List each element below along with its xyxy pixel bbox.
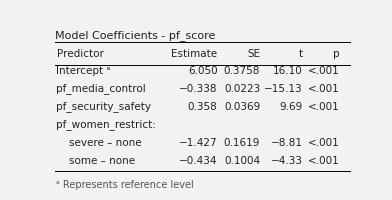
Text: pf_security_safety: pf_security_safety: [56, 101, 151, 112]
Text: −8.81: −8.81: [270, 137, 303, 147]
Text: 0.1619: 0.1619: [224, 137, 260, 147]
Text: <.001: <.001: [307, 83, 339, 93]
Text: <.001: <.001: [307, 155, 339, 165]
Text: SE: SE: [247, 49, 260, 59]
Text: −15.13: −15.13: [264, 83, 303, 93]
Text: 0.358: 0.358: [188, 101, 218, 111]
Text: 0.0223: 0.0223: [224, 83, 260, 93]
Text: p: p: [332, 49, 339, 59]
Text: 6.050: 6.050: [188, 65, 218, 75]
Text: 16.10: 16.10: [273, 65, 303, 75]
Text: 0.0369: 0.0369: [224, 101, 260, 111]
Text: t: t: [299, 49, 303, 59]
Text: Predictor: Predictor: [56, 49, 103, 59]
Text: pf_women_restrict:: pf_women_restrict:: [56, 119, 156, 130]
Text: some – none: some – none: [56, 155, 135, 165]
Text: 0.3758: 0.3758: [224, 65, 260, 75]
Text: <.001: <.001: [307, 65, 339, 75]
Text: <.001: <.001: [307, 101, 339, 111]
Text: severe – none: severe – none: [56, 137, 142, 147]
Text: Intercept ᵃ: Intercept ᵃ: [56, 65, 111, 75]
Text: Estimate: Estimate: [171, 49, 218, 59]
Text: −4.33: −4.33: [270, 155, 303, 165]
Text: 9.69: 9.69: [279, 101, 303, 111]
Text: 0.1004: 0.1004: [224, 155, 260, 165]
Text: −0.338: −0.338: [179, 83, 218, 93]
Text: −0.434: −0.434: [179, 155, 218, 165]
Text: Model Coefficients - pf_score: Model Coefficients - pf_score: [55, 30, 216, 41]
Text: <.001: <.001: [307, 137, 339, 147]
Text: ᵃ Represents reference level: ᵃ Represents reference level: [56, 180, 194, 190]
Text: pf_media_control: pf_media_control: [56, 83, 146, 94]
Text: −1.427: −1.427: [179, 137, 218, 147]
